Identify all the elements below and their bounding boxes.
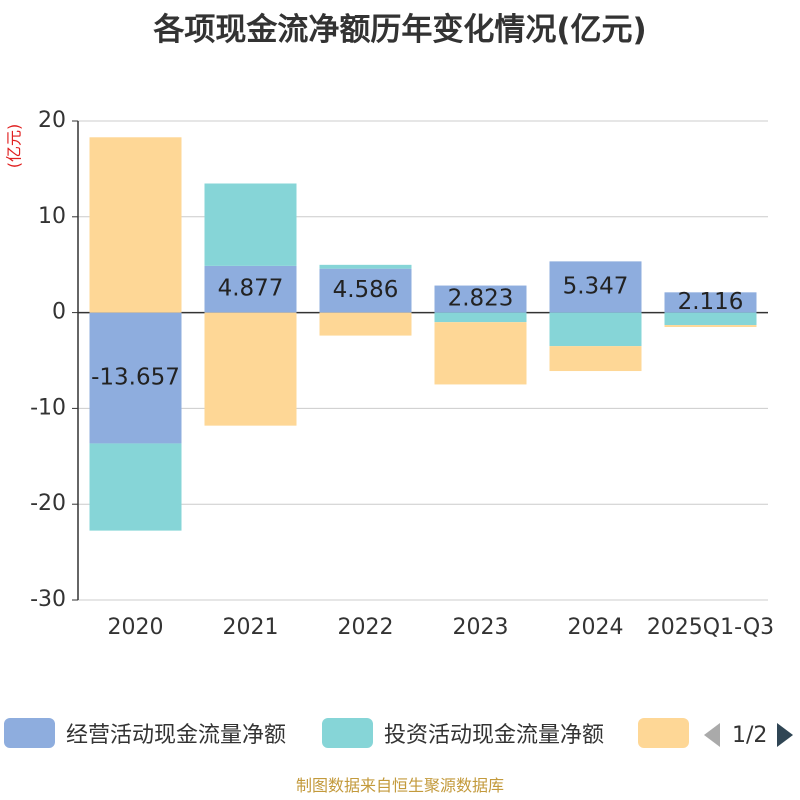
- bar-investing: [434, 312, 527, 323]
- legend-swatch-investing: [322, 718, 373, 748]
- bar-operating: [549, 261, 642, 313]
- bar-investing: [89, 443, 182, 531]
- y-tick-label: -20: [30, 491, 66, 516]
- data-label-operating: -13.657: [91, 365, 180, 391]
- data-label-operating: 4.586: [333, 277, 399, 303]
- x-tick-label: 2024: [568, 615, 624, 640]
- data-label-operating: 5.347: [563, 273, 629, 299]
- legend-label-investing: 投资活动现金流量净额: [384, 723, 605, 748]
- bar-operating: [319, 268, 412, 313]
- bar-financing: [204, 312, 297, 426]
- bar-financing: [434, 322, 527, 385]
- x-tick-label: 2020: [108, 615, 164, 640]
- chart-plot: -30 -20 -10 0 10 20 -13.657 2020 4.877 2021 4.586 2…: [30, 108, 774, 640]
- data-label-operating: 2.116: [678, 289, 744, 315]
- footer-source: 制图数据来自恒生聚源数据库: [295, 776, 504, 795]
- data-label-operating: 4.877: [218, 276, 284, 302]
- chart-title: 各项现金流净额历年变化情况(亿元): [153, 12, 647, 48]
- bar-operating: [89, 312, 182, 444]
- bar-financing: [664, 325, 757, 327]
- legend-item-investing[interactable]: 投资活动现金流量净额: [322, 718, 604, 748]
- x-tick-label: 2023: [453, 615, 509, 640]
- x-tick-label: 2021: [223, 615, 279, 640]
- data-label-operating: 2.823: [448, 286, 514, 312]
- pager-text: 1/2: [732, 722, 768, 748]
- y-tick-label: 10: [38, 204, 66, 229]
- x-tick-label: 2022: [338, 615, 394, 640]
- bar-operating: [664, 292, 757, 313]
- bar-investing: [319, 264, 412, 269]
- bar-investing: [549, 312, 642, 347]
- legend-label-operating: 经营活动现金流量净额: [66, 723, 287, 748]
- legend-swatch-financing: [638, 718, 689, 748]
- legend-item-financing[interactable]: [638, 718, 689, 748]
- y-tick-label: 0: [52, 300, 66, 325]
- y-axis-unit-label: (亿元): [5, 124, 24, 169]
- legend-item-operating[interactable]: 经营活动现金流量净额: [4, 718, 286, 748]
- bar-operating: [204, 265, 297, 313]
- bar-operating: [434, 285, 527, 313]
- bar-financing: [89, 137, 182, 313]
- triangle-right-icon[interactable]: [773, 722, 795, 748]
- bar-investing: [664, 312, 757, 326]
- triangle-left-icon[interactable]: [702, 722, 724, 748]
- bar-investing: [204, 183, 297, 266]
- x-tick-label: 2025Q1-Q3: [647, 615, 774, 640]
- y-axis-label: (亿元): [5, 124, 24, 169]
- y-tick-label: -30: [30, 587, 66, 612]
- legend: 经营活动现金流量净额 投资活动现金流量净额 1/2: [0, 712, 800, 756]
- bar-financing: [319, 312, 412, 336]
- legend-pager: 1/2: [702, 720, 795, 750]
- bar-financing: [549, 346, 642, 372]
- legend-swatch-operating: [4, 718, 55, 748]
- y-tick-label: -10: [30, 395, 66, 420]
- y-tick-label: 20: [38, 108, 66, 133]
